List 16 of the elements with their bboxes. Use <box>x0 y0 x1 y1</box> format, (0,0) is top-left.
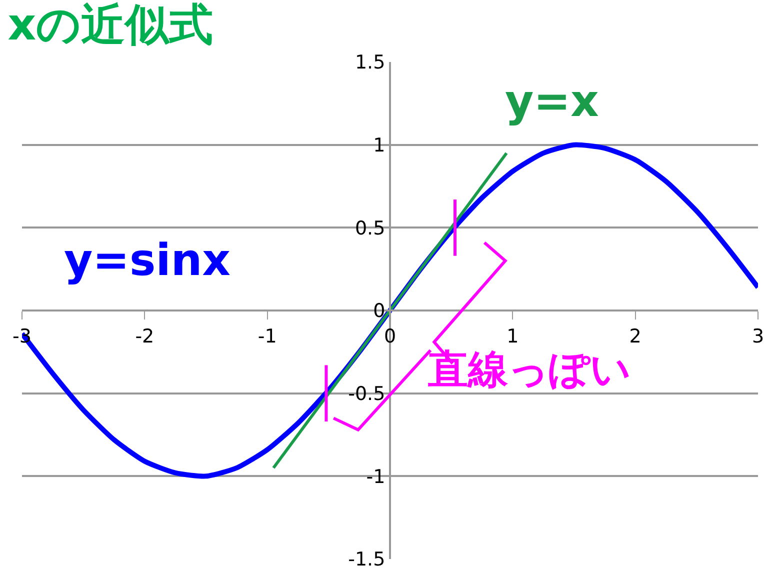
y-tick-label: -0.5 <box>348 382 386 405</box>
y-tick-label: 0.5 <box>354 217 386 240</box>
y-tick-label: -1.5 <box>348 548 386 571</box>
chart-title: xの近似式 <box>8 0 214 50</box>
annotation: 直線っぽい <box>427 347 631 393</box>
x-tick-label: -1 <box>258 325 277 348</box>
y-tick-label: 0 <box>373 300 386 322</box>
x-tick-label: 1 <box>506 325 519 348</box>
x-tick-label: -2 <box>135 325 154 348</box>
y-tick-label: 1 <box>373 134 386 156</box>
y-tick-label: -1 <box>366 466 386 488</box>
y-tick-label: 1.5 <box>354 52 386 74</box>
x-tick-label: 3 <box>752 325 764 348</box>
series-label: y=sinx <box>64 235 231 286</box>
x-tick-label: 2 <box>629 325 642 348</box>
series-label: y=x <box>505 76 599 127</box>
